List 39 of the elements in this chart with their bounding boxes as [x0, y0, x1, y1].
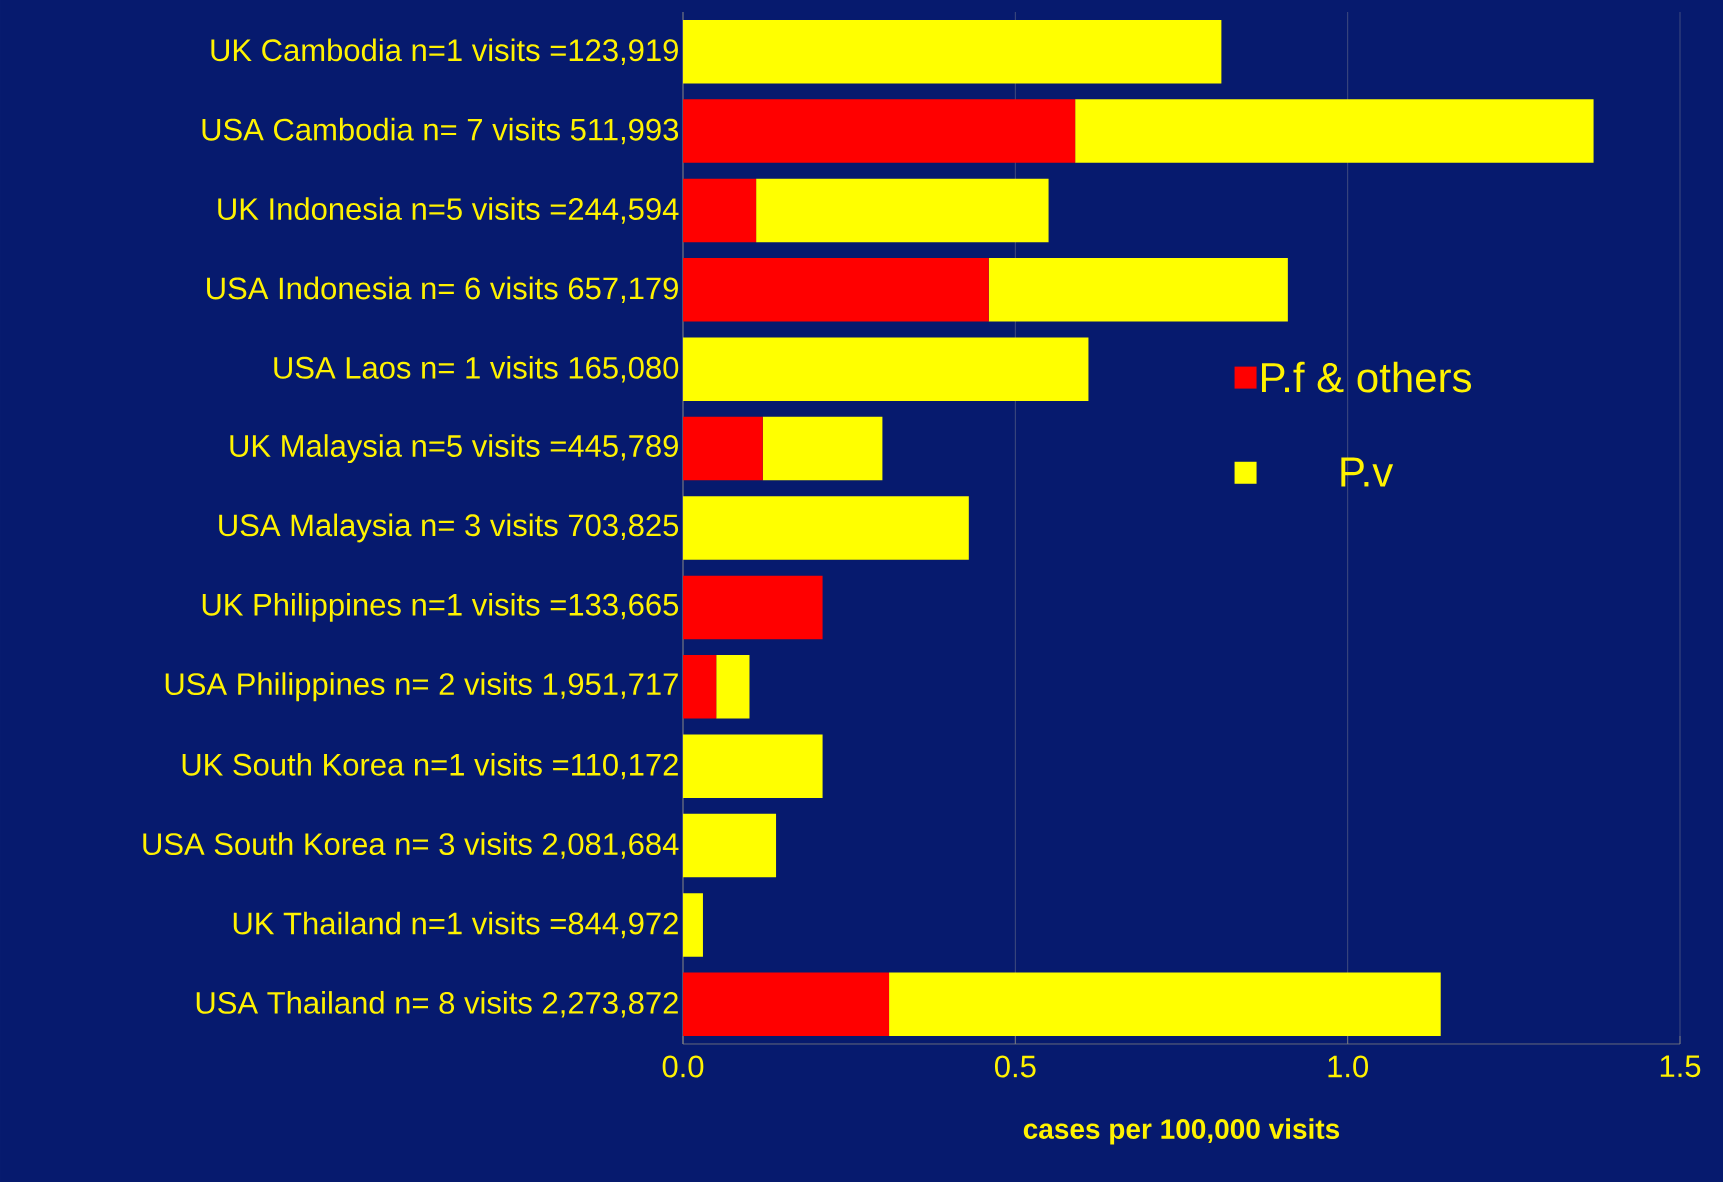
y-tick-label: USA Thailand n= 8 visits 2,273,872 — [196, 991, 678, 1018]
bar — [988, 258, 1288, 322]
bar — [683, 575, 823, 640]
y-tick-label: UK South Korea n=1 visits =110,172 — [182, 752, 678, 780]
x-tick-label: 1.5 — [1660, 1055, 1701, 1078]
x-axis-title: cases per 100,000 visits — [1023, 1118, 1340, 1145]
bar — [756, 178, 1049, 243]
bar — [1075, 99, 1594, 163]
bar — [683, 972, 890, 1037]
y-tick-label: USA Cambodia n= 7 visits 511,993 — [202, 117, 679, 145]
bar — [683, 655, 717, 719]
bar — [683, 337, 1089, 401]
y-tick-label: UK Thailand n=1 visits =844,972 — [233, 911, 678, 939]
y-tick-label: USA Philippines n= 2 visits 1,951,717 — [165, 672, 678, 702]
y-tick-label: USA Laos n= 1 visits 165,080 — [274, 356, 679, 383]
bar — [683, 734, 823, 798]
y-tick-label: UK Cambodia n=1 visits =123,919 — [211, 38, 678, 65]
y-tick-label: USA Indonesia n= 6 visits 657,179 — [207, 276, 678, 304]
bar — [683, 416, 763, 481]
bar — [683, 893, 703, 957]
y-tick-label: USA Malaysia n= 3 visits 703,825 — [219, 513, 679, 543]
bar — [683, 496, 969, 560]
bar — [683, 19, 1222, 84]
bar — [683, 813, 777, 878]
bar — [683, 178, 757, 243]
bar — [683, 258, 989, 322]
x-tick-label: 0.0 — [662, 1055, 704, 1078]
x-tick-label: 0.5 — [995, 1055, 1036, 1078]
y-tick-label: UK Philippines n=1 visits =133,665 — [202, 592, 679, 622]
bar — [889, 972, 1441, 1037]
bar — [716, 655, 750, 719]
y-tick-label: UK Malaysia n=5 visits =445,789 — [230, 434, 678, 464]
y-tick-label: UK Indonesia n=5 visits =244,594 — [218, 197, 679, 224]
bar — [762, 416, 883, 481]
y-tick-label: USA South Korea n= 3 visits 2,081,684 — [143, 832, 679, 859]
legend-label: P.f & others — [1262, 361, 1472, 393]
bar — [683, 99, 1076, 163]
x-tick-label: 1.0 — [1328, 1055, 1369, 1078]
legend-label: P.v — [1341, 457, 1394, 487]
